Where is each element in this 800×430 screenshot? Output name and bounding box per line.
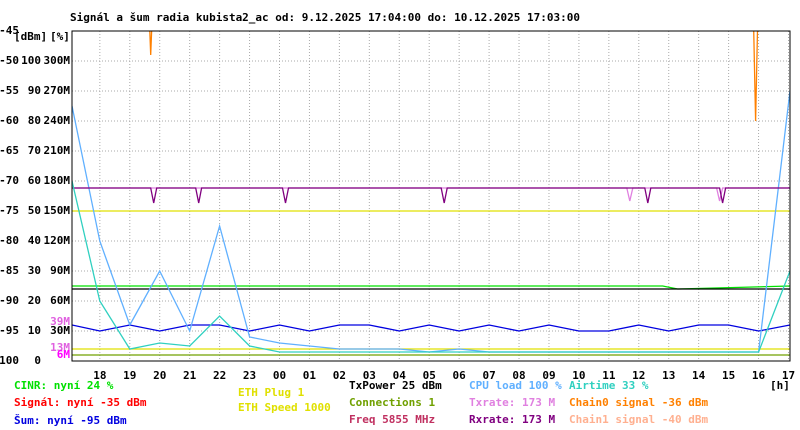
x-tick-label: 14 <box>692 369 706 382</box>
x-tick-label: 00 <box>273 369 286 382</box>
y-tick-label: 20 <box>28 294 41 307</box>
x-tick-label: 22 <box>213 369 226 382</box>
legend-entry: ETH Speed 1000 <box>238 401 331 414</box>
grid <box>72 30 790 362</box>
legend-entry: Connections 1 <box>349 396 435 409</box>
y-tick-label: 270M <box>44 84 71 97</box>
x-tick-label: 20 <box>153 369 166 382</box>
legend-entry: CINR: nyní 24 % <box>14 379 114 392</box>
legend-entry: TxPower 25 dBm <box>349 379 442 392</box>
x-tick-label: 02 <box>333 369 346 382</box>
y-tick-label: -90 <box>0 294 19 307</box>
annotation: 6M <box>57 348 71 361</box>
y-tick-label: 10 <box>28 324 41 337</box>
y-tick-label: 90M <box>50 264 70 277</box>
legend-entry: Txrate: 173 M <box>469 396 555 409</box>
y-tick-label: 90 <box>28 84 41 97</box>
series-line <box>72 187 790 204</box>
x-tick-label: 01 <box>303 369 317 382</box>
x-tick-label: 11 <box>602 369 616 382</box>
series-line <box>72 285 790 290</box>
x-tick-label: 13 <box>662 369 675 382</box>
x-tick-label: 06 <box>453 369 467 382</box>
x-tick-label: 04 <box>393 369 407 382</box>
y-tick-label: -70 <box>0 174 19 187</box>
legend-entry: ETH Plug 1 <box>238 386 305 399</box>
y-tick-label: 0 <box>34 354 41 367</box>
y-tick-label: 40 <box>28 234 41 247</box>
x-tick-label: 23 <box>243 369 256 382</box>
x-tick-label: 18 <box>93 369 106 382</box>
legend-entry: Rxrate: 173 M <box>469 413 555 426</box>
y-tick-label: 240M <box>44 114 71 127</box>
y-tick-label: -75 <box>0 204 19 217</box>
legend-entry: Chain0 signal -36 dBm <box>569 396 708 409</box>
y-tick-label: 30 <box>28 264 41 277</box>
x-tick-label: 19 <box>123 369 136 382</box>
y-tick-label: -95 <box>0 324 19 337</box>
x-tick-label: 10 <box>572 369 585 382</box>
chart-title: Signál a šum radia kubista2_ac od: 9.12.… <box>70 11 580 24</box>
y-tick-label: 60M <box>50 294 70 307</box>
y-tick-label: -65 <box>0 144 19 157</box>
y-tick-label: 50 <box>28 204 41 217</box>
y-tick-label: -85 <box>0 264 19 277</box>
y-tick-label: 60 <box>28 174 41 187</box>
y-tick-label: -55 <box>0 84 19 97</box>
y-tick-label: 150M <box>44 204 71 217</box>
y-tick-label: -100 <box>0 354 19 367</box>
legend-entry: Signál: nyní -35 dBm <box>14 396 147 409</box>
series-line <box>72 180 790 353</box>
x-axis-label: [h] <box>770 379 790 392</box>
x-tick-label: 21 <box>183 369 197 382</box>
y-tick-label: -80 <box>0 234 19 247</box>
y-tick-label: -60 <box>0 114 19 127</box>
y-tick-label: 100 <box>21 54 41 67</box>
x-tick-label: 16 <box>752 369 766 382</box>
y-tick-label: 300M <box>44 54 71 67</box>
annotation: 13M <box>50 341 70 354</box>
y-tick-label: 180M <box>44 174 71 187</box>
plot <box>72 31 790 356</box>
legend-entry: Šum: nyní -95 dBm <box>14 414 127 427</box>
x-tick-label: 12 <box>632 369 645 382</box>
x-tick-label: 15 <box>722 369 735 382</box>
x-tick-label: 07 <box>482 369 495 382</box>
legend-entry: Chain1 signal -40 dBm <box>569 413 708 426</box>
y-tick-label: -45 <box>0 24 19 37</box>
y-tick-label: 80 <box>28 114 41 127</box>
y-tick-label: 120M <box>44 234 71 247</box>
y2-axis-label: [%] <box>50 30 70 43</box>
plot-border <box>71 30 791 362</box>
legend-entry: CPU load 100 % <box>469 379 562 392</box>
x-tick-label: 09 <box>542 369 555 382</box>
x-tick-label: 05 <box>423 369 436 382</box>
y-tick-label: 70 <box>28 144 41 157</box>
annotation: 39M <box>50 315 70 328</box>
x-tick-label: 08 <box>512 369 525 382</box>
x-tick-label: 03 <box>363 369 376 382</box>
y-tick-label: 30M <box>50 324 70 337</box>
y-tick-label: 210M <box>44 144 71 157</box>
y-axis-label: [dBm] <box>14 30 47 43</box>
y-tick-label: -50 <box>0 54 19 67</box>
x-tick-label: 17 <box>782 369 795 382</box>
series-line <box>72 324 790 332</box>
legend-entry: Airtime 33 % <box>569 379 649 392</box>
legend-entry: Freq 5855 MHz <box>349 413 435 426</box>
